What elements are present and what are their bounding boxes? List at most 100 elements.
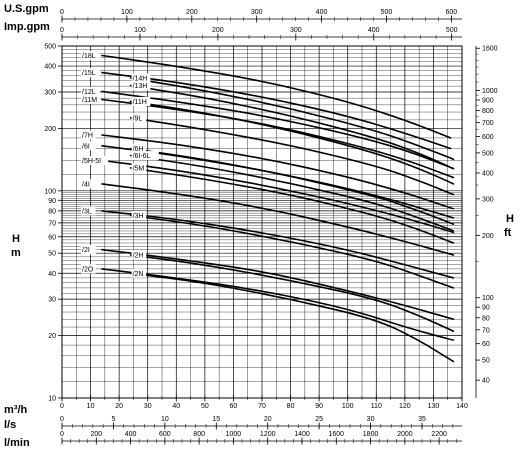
curve-12L — [101, 90, 455, 170]
right-tick-label: 70 — [482, 327, 490, 334]
curve-label: /2O — [82, 266, 94, 273]
curve-label-bg — [131, 268, 147, 278]
curve-6I-6L — [129, 154, 455, 232]
left-axis-label-h: H — [12, 233, 20, 245]
curve-label-bg — [81, 86, 100, 96]
curve-14H — [129, 77, 455, 161]
m3h-axis-tick-label: 20 — [115, 403, 123, 410]
ls-axis-tick-label: 15 — [212, 416, 220, 423]
right-tick-label: 100 — [482, 295, 494, 302]
left-tick-label: 10 — [48, 396, 56, 403]
right-axis-label-h: H — [506, 213, 514, 225]
m3h-axis-tick-label: 100 — [342, 403, 354, 410]
m3h-axis-tick-label: 80 — [287, 403, 295, 410]
left-tick-label: 400 — [44, 64, 56, 71]
right-tick-label: 50 — [482, 358, 490, 365]
right-axis-label-ft: ft — [504, 227, 512, 239]
curve-5M — [129, 167, 455, 244]
curve-label-bg — [81, 245, 96, 255]
top1-axis-label: U.S.gpm — [4, 3, 49, 15]
right-tick-label: 800 — [482, 108, 494, 115]
right-tick-label: 700 — [482, 120, 494, 127]
curve-label: /9L — [133, 115, 143, 122]
curve-label-bg — [81, 141, 96, 151]
curve-label-bg — [81, 156, 109, 166]
left-tick-label: 300 — [44, 89, 56, 96]
curve-2N — [129, 272, 455, 363]
curve-label-bg — [131, 144, 147, 154]
m3h-axis-tick-label: 60 — [230, 403, 238, 410]
lmin-axis-tick-label: 600 — [159, 431, 171, 438]
ls-axis-tick-label: 25 — [315, 416, 323, 423]
right-tick-label: 1000 — [482, 88, 498, 95]
lmin-axis-tick-label: 2200 — [431, 431, 447, 438]
curve-label: /6I — [82, 143, 90, 150]
curve-label: /7H — [82, 132, 93, 139]
curve-label: /18L — [82, 53, 96, 60]
curve-label: /4I — [82, 181, 90, 188]
curve-label: /2H — [133, 253, 144, 260]
lmin-axis-tick-label: 0 — [60, 431, 64, 438]
bottom1-axis-label: m³/h — [4, 404, 28, 416]
m3h-axis-tick-label: 70 — [258, 403, 266, 410]
grid — [61, 45, 463, 399]
curve-9L — [129, 117, 455, 196]
curve-label: /2N — [133, 271, 144, 278]
left-tick-label: 40 — [48, 271, 56, 278]
curve-label-bg — [81, 264, 96, 274]
curve-label-bg — [131, 113, 147, 123]
curve-label-bg — [131, 81, 151, 91]
curve-label: /15L — [82, 70, 96, 77]
m3h-axis-tick-label: 120 — [399, 403, 411, 410]
lmin-axis-tick-label: 200 — [90, 431, 102, 438]
lmin-axis-tick-label: 1600 — [328, 431, 344, 438]
lmin-axis-tick-label: 1200 — [260, 431, 276, 438]
lmin-axis-tick-label: 1400 — [294, 431, 310, 438]
curve-label-bg — [81, 206, 96, 216]
m3h-axis-tick-label: 0 — [60, 403, 64, 410]
curve-label-bg — [81, 179, 96, 189]
right-tick-label: 40 — [482, 378, 490, 385]
m3h-axis-tick-label: 40 — [172, 403, 180, 410]
curve-18L — [101, 54, 452, 139]
left-tick-label: 60 — [48, 234, 56, 241]
right-tick-label: 500 — [482, 150, 494, 157]
impgpm-axis-tick-label: 300 — [290, 27, 302, 34]
lmin-axis-tick-label: 1000 — [226, 431, 242, 438]
m3h-axis-tick-label: 50 — [201, 403, 209, 410]
curve-label-bg — [131, 151, 159, 161]
curve-label-bg — [81, 50, 100, 60]
m3h-axis-tick-label: 30 — [144, 403, 152, 410]
right-tick-label: 80 — [482, 315, 490, 322]
right-tick-label: 90 — [482, 305, 490, 312]
curve-label: /6H — [133, 146, 144, 153]
curve-label: /5M — [133, 165, 145, 172]
curve-6H — [129, 147, 455, 225]
curve-label: /11H — [133, 99, 147, 106]
left-tick-label: 80 — [48, 208, 56, 215]
usgpm-axis-tick-label: 600 — [446, 9, 458, 16]
usgpm-axis-tick-label: 200 — [186, 9, 198, 16]
curve-label-bg — [131, 163, 147, 173]
usgpm-axis-tick-label: 300 — [251, 9, 263, 16]
left-tick-label: 20 — [48, 333, 56, 340]
m3h-axis-tick-label: 130 — [428, 403, 440, 410]
usgpm-axis-tick-label: 0 — [60, 9, 64, 16]
left-tick-label: 30 — [48, 297, 56, 304]
usgpm-axis-tick-label: 500 — [381, 9, 393, 16]
ls-axis-tick-label: 10 — [161, 416, 169, 423]
curve-label: /12L — [82, 89, 96, 96]
right-tick-label: 600 — [482, 134, 494, 141]
curve-label: /11M — [82, 97, 97, 104]
left-tick-label: 200 — [44, 126, 56, 133]
lmin-axis-tick-label: 400 — [125, 431, 137, 438]
curve-labels: /18L/15L/14H/13H/12L/11M/11H/9L/7H/6I/6H… — [81, 50, 159, 278]
bottom3-axis-label: l/min — [4, 437, 30, 449]
impgpm-axis-tick-label: 400 — [368, 27, 380, 34]
curve-3H — [129, 214, 455, 289]
ls-axis-tick-label: 35 — [418, 416, 426, 423]
m3h-axis-tick-label: 10 — [87, 403, 95, 410]
impgpm-axis-tick-label: 500 — [446, 27, 458, 34]
ls-axis-tick-label: 0 — [60, 416, 64, 423]
